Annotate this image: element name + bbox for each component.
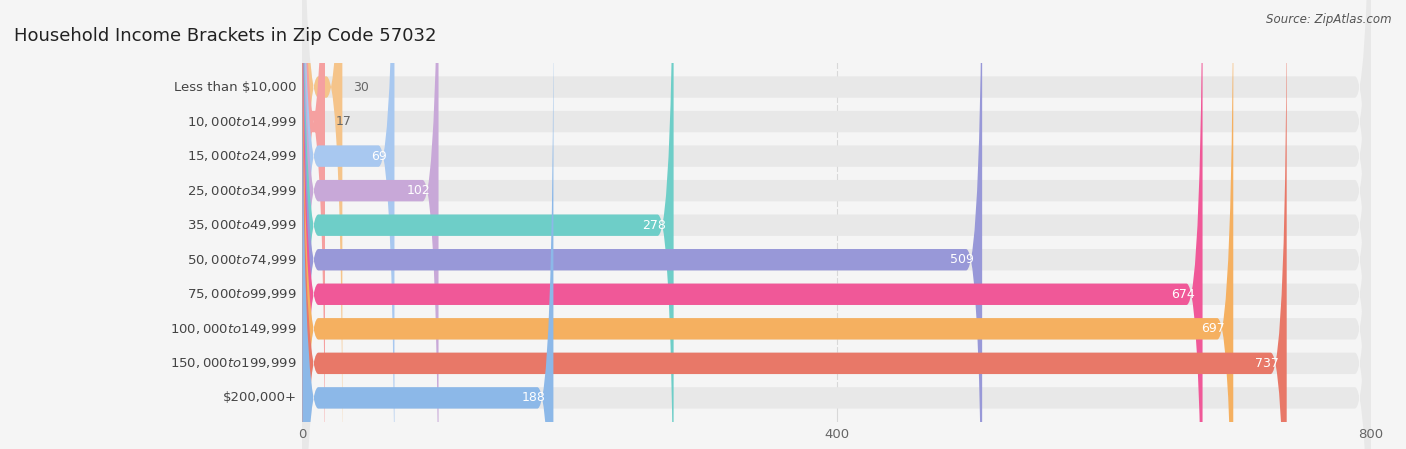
Text: 697: 697 xyxy=(1202,322,1225,335)
FancyBboxPatch shape xyxy=(302,0,1233,449)
FancyBboxPatch shape xyxy=(302,0,343,449)
Text: 30: 30 xyxy=(353,80,368,93)
FancyBboxPatch shape xyxy=(302,0,1371,449)
FancyBboxPatch shape xyxy=(302,0,1371,449)
Text: 69: 69 xyxy=(371,150,387,163)
FancyBboxPatch shape xyxy=(302,0,1371,449)
Text: $150,000 to $199,999: $150,000 to $199,999 xyxy=(170,357,297,370)
FancyBboxPatch shape xyxy=(302,0,673,449)
FancyBboxPatch shape xyxy=(302,0,554,449)
FancyBboxPatch shape xyxy=(302,0,325,449)
Text: $50,000 to $74,999: $50,000 to $74,999 xyxy=(187,253,297,267)
Text: Less than $10,000: Less than $10,000 xyxy=(174,80,297,93)
Text: $100,000 to $149,999: $100,000 to $149,999 xyxy=(170,322,297,336)
Text: 509: 509 xyxy=(950,253,974,266)
Text: 188: 188 xyxy=(522,392,546,405)
Text: $10,000 to $14,999: $10,000 to $14,999 xyxy=(187,114,297,128)
FancyBboxPatch shape xyxy=(302,0,1371,449)
Text: Source: ZipAtlas.com: Source: ZipAtlas.com xyxy=(1267,13,1392,26)
Text: $75,000 to $99,999: $75,000 to $99,999 xyxy=(187,287,297,301)
FancyBboxPatch shape xyxy=(302,0,439,449)
FancyBboxPatch shape xyxy=(302,0,1371,449)
Text: 278: 278 xyxy=(641,219,665,232)
FancyBboxPatch shape xyxy=(302,0,1371,449)
FancyBboxPatch shape xyxy=(302,0,1371,449)
FancyBboxPatch shape xyxy=(302,0,1202,449)
FancyBboxPatch shape xyxy=(302,0,1371,449)
FancyBboxPatch shape xyxy=(302,0,1286,449)
Text: $25,000 to $34,999: $25,000 to $34,999 xyxy=(187,184,297,198)
FancyBboxPatch shape xyxy=(302,0,983,449)
Text: Household Income Brackets in Zip Code 57032: Household Income Brackets in Zip Code 57… xyxy=(14,27,436,45)
Text: 17: 17 xyxy=(336,115,352,128)
Text: 102: 102 xyxy=(406,184,430,197)
Text: $15,000 to $24,999: $15,000 to $24,999 xyxy=(187,149,297,163)
FancyBboxPatch shape xyxy=(302,0,395,449)
Text: 674: 674 xyxy=(1171,288,1195,301)
FancyBboxPatch shape xyxy=(302,0,1371,449)
Text: $200,000+: $200,000+ xyxy=(222,392,297,405)
Text: 737: 737 xyxy=(1254,357,1278,370)
FancyBboxPatch shape xyxy=(302,0,1371,449)
Text: $35,000 to $49,999: $35,000 to $49,999 xyxy=(187,218,297,232)
